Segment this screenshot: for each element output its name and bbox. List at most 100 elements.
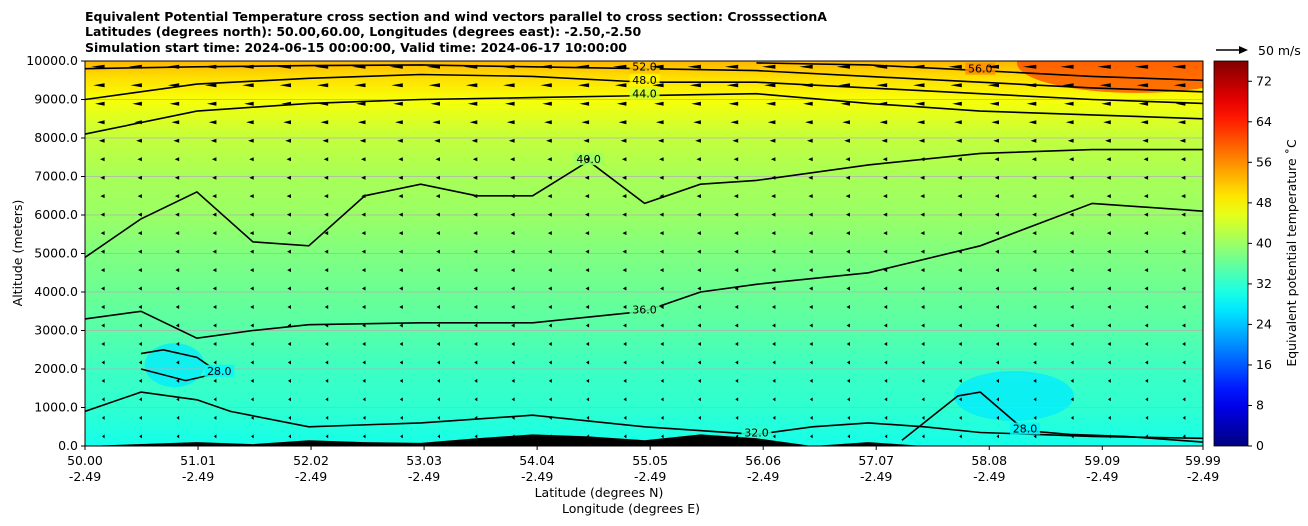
wind-vector-arrow [1173,83,1186,88]
wind-vector-arrow [622,305,627,309]
wind-vector-arrow [1182,397,1186,402]
wind-vector-arrow [846,249,850,254]
wind-vector-arrow [622,194,627,199]
contour-label-bg [965,62,996,75]
wind-vector-arrow [547,194,552,199]
wind-vector-arrow [1065,120,1074,125]
wind-vector-arrow [399,286,403,291]
wind-vector-arrow [212,268,217,273]
wind-vector-arrow [916,120,925,125]
terrain-profile [85,434,1203,446]
wind-vector-arrow [435,212,440,217]
wind-vector-arrow [882,157,888,162]
wind-vector-arrow [879,120,888,125]
wind-vector-arrow [1136,83,1149,88]
wind-vector-arrow [95,101,105,106]
wind-vector-arrow [434,138,440,143]
wind-vector-arrow [873,64,888,69]
wind-vector-arrow [772,378,776,383]
wind-vector-arrow [994,194,999,199]
wind-vector-arrow [249,194,254,199]
wind-vector-arrow [399,378,403,383]
wind-vector-arrow [585,342,590,346]
wind-vector-arrow [354,83,366,88]
colorbar-tick-label: 72 [1256,73,1272,88]
wind-vector-arrow [213,360,217,365]
wind-vector-arrow [1182,415,1186,420]
wind-vector-arrow [1145,434,1149,439]
wind-vector-arrow [213,323,217,328]
wind-vector-arrow [137,194,142,199]
wind-vector-arrow [654,101,664,106]
wind-vector-arrow [362,415,366,420]
wind-vector-arrow [1107,378,1111,383]
wind-vector-arrow [510,175,515,180]
wind-vector-arrow [994,175,999,180]
wind-vector-arrow [994,212,999,217]
wind-vector-arrow [921,415,925,420]
wind-vector-arrow [474,360,478,365]
wind-vector-arrow [1144,249,1149,254]
wind-vector-arrow [465,83,478,88]
wind-vector-arrow [805,120,813,125]
y-tick-label: 1000.0 [34,400,78,415]
wind-vector-arrow [203,64,217,69]
wind-vector-arrow [1033,378,1037,383]
wind-vector-arrow [359,138,366,143]
wind-vector-arrow [765,101,776,106]
wind-vector-arrow [726,83,739,88]
wind-vector-arrow [735,360,739,365]
wind-vector-arrow [176,378,180,383]
wind-vector-arrow [436,268,440,273]
wind-vector-arrow [884,415,888,420]
wind-vector-arrow [883,268,888,273]
wind-vector-arrow [548,268,552,273]
wind-vector-arrow [542,101,552,106]
wind-vector-arrow [250,378,254,383]
colorbar-tick-label: 8 [1256,397,1264,412]
colorbar-tick-label: 24 [1256,316,1272,331]
wind-vector-arrow [842,120,850,125]
wind-vector-arrow [511,286,515,291]
wind-vector-arrow [1022,64,1037,69]
wind-vector-arrow [244,101,254,106]
wind-vector-arrow [732,138,739,143]
wind-vector-arrow [400,434,403,439]
wind-vector-arrow [361,268,366,273]
wind-vector-arrow [473,231,478,236]
wind-vector-arrow [1033,415,1037,420]
wind-vector-arrow [130,83,142,88]
wind-vector-arrow [138,286,142,291]
wind-vector-arrow [733,175,739,180]
wind-vector-arrow [325,378,329,383]
wind-vector-arrow [767,120,776,125]
wind-vector-arrow [473,194,478,199]
wind-vector-arrow [735,378,739,383]
wind-vector-arrow [883,212,888,217]
wind-vector-arrow [650,64,664,69]
wind-vector-arrow [100,249,105,254]
wind-vector-arrow [547,212,552,217]
wind-vector-arrow [808,175,813,180]
contour-label: 44.0 [632,88,657,101]
wind-vector-arrow [436,231,440,236]
contour-label: 48.0 [632,74,657,87]
wind-vector-arrow [1138,101,1149,106]
wind-vector-arrow [1106,175,1111,180]
wind-vector-arrow [920,175,925,180]
wind-vector-arrow [463,64,478,69]
wind-vector-arrow [1182,378,1186,383]
wind-vector-arrow [810,415,813,420]
wind-vector-arrow [286,212,291,217]
wind-vector-arrow [1060,64,1074,69]
wind-vector-arrow [391,83,403,88]
wind-vector-arrow [847,434,850,439]
wind-vector-arrow [100,175,105,180]
wind-vector-arrow [436,323,440,328]
wind-vector-arrow [911,64,925,69]
wind-vector-arrow [1103,120,1111,125]
wind-vector-arrow [585,249,590,254]
wind-vector-arrow [614,83,627,88]
wind-vector-arrow [1064,101,1074,106]
wind-vector-arrow [583,138,590,143]
